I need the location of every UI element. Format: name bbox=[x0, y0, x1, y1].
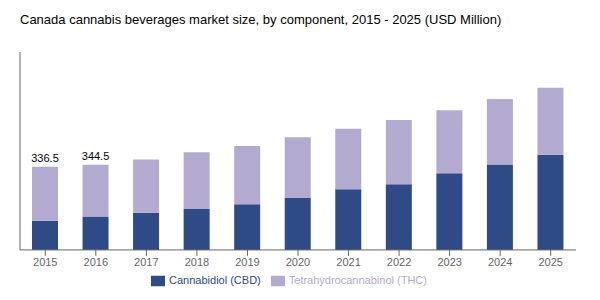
svg-text:2022: 2022 bbox=[387, 256, 411, 268]
svg-text:2024: 2024 bbox=[488, 256, 512, 268]
html-text:Canada cannabis beverages mark: Canada cannabis beverages market size, b… bbox=[20, 12, 502, 27]
svg-text:2020: 2020 bbox=[286, 256, 310, 268]
svg-text:2018: 2018 bbox=[185, 256, 209, 268]
svg-text:2019: 2019 bbox=[235, 256, 259, 268]
svg-text:336.5: 336.5 bbox=[31, 152, 59, 164]
svg-text:344.5: 344.5 bbox=[82, 150, 110, 162]
html-text:Cannabidiol (CBD): Cannabidiol (CBD) bbox=[169, 273, 261, 286]
svg-text:2025: 2025 bbox=[538, 256, 562, 268]
svg-text:2021: 2021 bbox=[336, 256, 360, 268]
svg-text:2023: 2023 bbox=[437, 256, 461, 268]
svg-text:2016: 2016 bbox=[84, 256, 108, 268]
svg-text:2017: 2017 bbox=[134, 256, 158, 268]
svg-text:2015: 2015 bbox=[33, 256, 57, 268]
html-text:Tetrahydrocannabinol (THC): Tetrahydrocannabinol (THC) bbox=[288, 273, 427, 286]
